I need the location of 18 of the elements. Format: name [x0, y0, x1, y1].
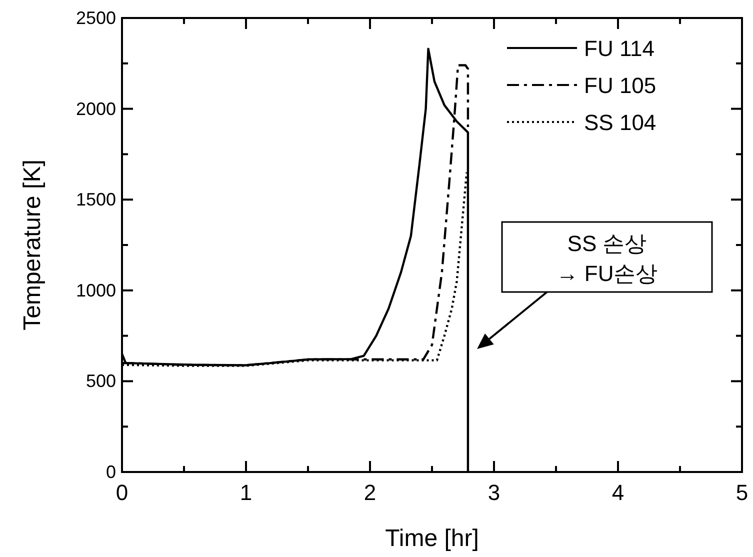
x-tick-label: 1 [240, 480, 252, 505]
y-tick-label: 0 [106, 462, 116, 482]
x-tick-label: 5 [736, 480, 748, 505]
annotation: SS 손상 → FU손상 [556, 231, 658, 286]
annotation: SS 손상 → FU손상 [501, 221, 713, 293]
y-tick-label: 1000 [76, 280, 116, 300]
legend-label: SS 104 [584, 110, 656, 135]
y-tick-label: 2500 [76, 8, 116, 28]
x-tick-label: 2 [364, 480, 376, 505]
y-tick-label: 2000 [76, 98, 116, 119]
x-tick-label: 4 [612, 480, 624, 505]
legend-label: FU 114 [584, 36, 655, 61]
x-tick-label: 3 [488, 480, 500, 505]
legend-label: FU 105 [584, 73, 656, 98]
y-axis-title: Temperature [K] [19, 160, 46, 330]
y-tick-label: 1500 [76, 190, 116, 210]
y-tick-label: 500 [86, 371, 116, 392]
x-axis-title: Time [hr] [385, 525, 479, 552]
